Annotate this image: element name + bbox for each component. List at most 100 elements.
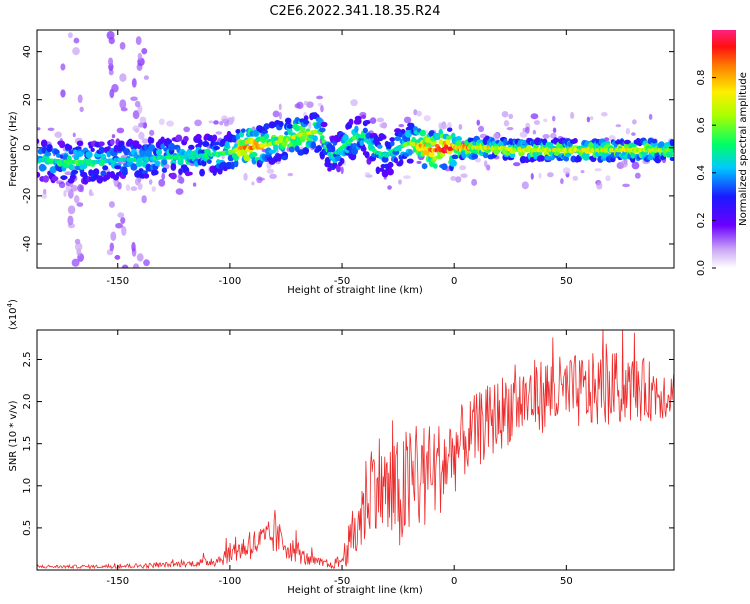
snr-panel: -150 -100 -50 0 50 0.5 1.0 1.5 2.0 2.5 Height of… (6, 299, 675, 596)
spectrogram-x-tick-label: 0 (451, 276, 457, 287)
spectrogram-noise-cell (615, 124, 622, 128)
spectrogram-noise-cell (141, 47, 148, 55)
snr-series-line (37, 330, 674, 570)
spectrogram-cell (68, 163, 74, 171)
spectrogram-noise-cell (125, 184, 131, 191)
spectrogram-cell (284, 117, 292, 124)
spectrogram-noise-cell (634, 172, 641, 179)
spectrogram-noise-cell (47, 127, 55, 131)
spectrogram-noise-cell (132, 125, 140, 132)
spectrogram-noise-cell (269, 173, 277, 180)
colorbar-tick-label: 0.4 (696, 165, 707, 181)
spectrogram-noise-cell (572, 175, 579, 181)
spectrogram-noise-cell (631, 132, 636, 136)
spectrogram-cell (389, 140, 395, 147)
spectrogram-noise-cell (117, 181, 122, 190)
spectrogram-noise-cell (90, 192, 95, 196)
spectrogram-cell (250, 151, 258, 158)
spectrogram-cell (58, 140, 66, 149)
spectrogram-cell (424, 137, 432, 144)
spectrogram-cell (422, 149, 431, 156)
spectrogram-noise-cell (108, 69, 114, 76)
spectrogram-noise-cell (631, 161, 640, 170)
spectrogram-cell (152, 169, 159, 176)
spectrogram-cell (421, 163, 428, 170)
spectrogram-noise-cell (459, 165, 467, 171)
spectrogram-noise-cell (149, 129, 155, 136)
spectrogram-noise-cell (632, 119, 637, 125)
spectrogram-cell (195, 133, 202, 140)
spectrogram-noise-cell (521, 181, 529, 190)
spectrogram-cell (669, 156, 674, 162)
spectrogram-cell (263, 123, 270, 130)
spectrogram-noise-cell (143, 259, 150, 267)
spectrogram-cell (268, 149, 276, 154)
spectrogram-cell (360, 146, 367, 152)
spectrogram-cell (112, 174, 120, 181)
spectrogram-noise-cell (67, 205, 76, 215)
spectrogram-noise-cell (183, 126, 191, 133)
colorbar: 0.0 0.2 0.4 0.6 0.8 Normalized spectral ampl… (696, 30, 749, 276)
spectrogram-cell (49, 166, 57, 174)
spectrogram-cell (264, 133, 270, 140)
spectrogram-noise-cell (439, 124, 448, 130)
spectrogram-cell (41, 146, 47, 154)
spectrogram-noise-cell (215, 131, 222, 135)
spectrogram-y-tick-label: -40 (22, 236, 33, 252)
spectrogram-noise-cell (176, 178, 184, 184)
spectrogram-cell (155, 148, 163, 156)
spectrogram-cell (233, 159, 239, 168)
spectrogram-noise-cell (460, 173, 468, 178)
spectrogram-cell (286, 124, 294, 129)
spectrogram-noise-cell (132, 263, 140, 268)
spectrogram-cell (387, 168, 394, 176)
spectrogram-noise-cell (110, 231, 117, 242)
spectrogram-noise-cell (158, 118, 165, 126)
spectrogram-noise-cell (379, 122, 387, 129)
spectrogram-cell (330, 145, 336, 153)
spectrogram-cell (238, 131, 245, 138)
spectrogram-cell (154, 160, 161, 167)
spectrogram-noise-cell (130, 186, 138, 192)
spectrogram-cell (419, 129, 427, 137)
spectrogram-frame (36, 29, 675, 269)
spectrogram-noise-cell (552, 127, 557, 133)
spectrogram-noise-cell (58, 181, 66, 189)
spectrogram-noise-cell (161, 172, 166, 180)
spectrogram-cell (281, 155, 288, 161)
spectrogram-cell (42, 175, 49, 183)
spectrogram-cell (121, 169, 128, 176)
spectrogram-noise-cell (501, 110, 509, 118)
spectrogram-noise-cell (525, 126, 530, 134)
spectrogram-noise-cell (137, 182, 143, 191)
spectrogram-noise-cell (121, 264, 129, 268)
spectrogram-noise-cell (151, 186, 156, 192)
spectrogram-noise-cell (458, 123, 463, 130)
snr-multiplier-exponent: 4 (6, 302, 14, 307)
spectrogram-noise-cell (137, 105, 143, 114)
snr-x-tick-label: -150 (106, 576, 129, 587)
spectrogram-noise-cell (141, 195, 147, 204)
spectrogram-noise-cell (119, 73, 127, 82)
spectrogram-noise-cell (364, 172, 371, 176)
spectrogram-noise-cell (403, 116, 412, 124)
spectrogram-y-tick-label: 40 (22, 45, 33, 58)
spectrogram-noise-cell (478, 125, 485, 133)
spectrogram-noise-cell (116, 127, 125, 134)
spectrogram-panel: -150 -100 -50 0 50 -40 -20 0 20 40 Height of str… (8, 29, 675, 296)
spectrogram-noise-cell (547, 172, 554, 178)
colorbar-tick-label: 0.8 (696, 70, 707, 86)
spectrogram-noise-cell (251, 181, 255, 186)
spectrogram-cell (76, 150, 84, 158)
spectrogram-cell (276, 153, 283, 159)
spectrogram-noise-cell (243, 172, 248, 181)
spectrogram-noise-cell (213, 120, 219, 125)
snr-y-tick-label: 1.0 (22, 478, 33, 494)
spectrogram-cell (381, 169, 389, 178)
spectrogram-noise-cell (70, 184, 78, 192)
snr-x-tick-label: -100 (219, 576, 242, 587)
spectrogram-noise-cell (138, 122, 145, 128)
spectrogram-cell (139, 150, 146, 158)
spectrogram-noise-cell (71, 258, 80, 267)
spectrogram-noise-cell (308, 121, 312, 130)
